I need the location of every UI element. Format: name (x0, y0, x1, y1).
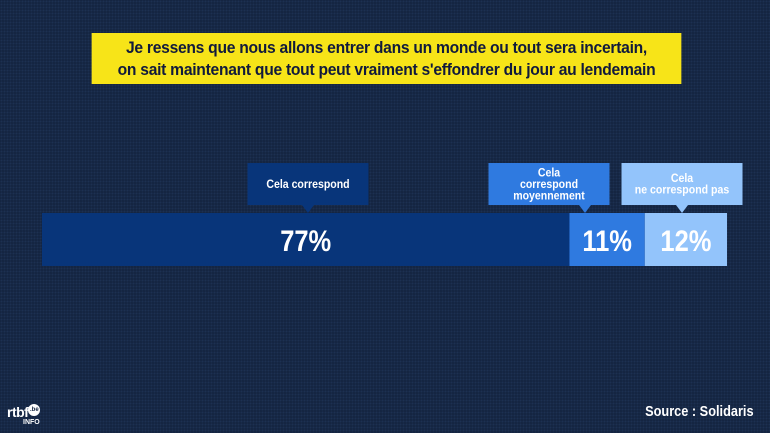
bar-segment-1 (569, 213, 645, 266)
callout-pointer-0 (302, 205, 314, 213)
callout-pointer-1 (579, 205, 591, 213)
bar-segment-0 (42, 213, 570, 266)
callout-label-2: ne correspond pas (635, 184, 729, 197)
rtbf-logo: rtbf .be INFO (7, 404, 41, 426)
callout-box-0 (247, 163, 369, 205)
bar-segment-2 (644, 213, 727, 266)
callout-box-1 (488, 163, 610, 205)
title-line-2: on sait maintenant que tout peut vraimen… (117, 59, 656, 79)
callout-label-1: Cela (538, 167, 561, 180)
title-line-1: Je ressens que nous allons entrer dans u… (125, 37, 647, 57)
callout-box-2 (621, 163, 743, 205)
data-label-0: 77% (280, 224, 331, 257)
callout-label-0: Cela correspond (266, 178, 349, 191)
callout-pointer-2 (676, 205, 688, 213)
data-label-2: 12% (660, 224, 711, 257)
question-title: Je ressens que nous allons entrer dans u… (91, 33, 682, 84)
source-label: Source : Solidaris (645, 403, 754, 420)
callout-label-1: moyennement (513, 190, 585, 203)
callout-label-1: correspond (520, 178, 578, 191)
data-label-1: 11% (582, 224, 632, 257)
callout-label-2: Cela (671, 173, 694, 186)
